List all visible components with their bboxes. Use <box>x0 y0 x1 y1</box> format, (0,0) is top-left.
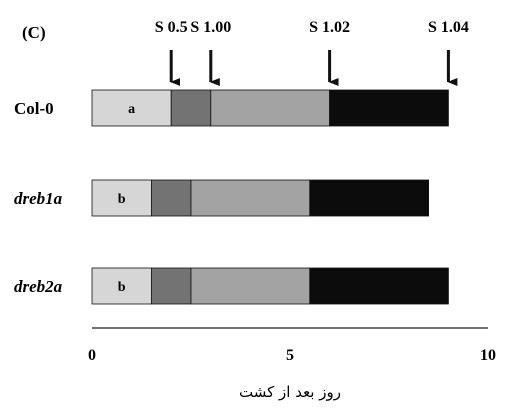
stage-label: S 0.5 <box>155 19 188 36</box>
category-label: dreb2a <box>14 277 63 296</box>
x-tick-label: 10 <box>480 347 496 364</box>
bar-segment <box>150 179 192 217</box>
bar-segment <box>190 267 311 305</box>
category-label: dreb1a <box>14 189 63 208</box>
x-tick-label: 0 <box>88 347 96 364</box>
x-axis-label: روز بعد از کشت <box>239 383 341 401</box>
x-tick-label: 5 <box>286 347 294 364</box>
stage-label: S 1.02 <box>309 19 350 36</box>
bar-segment <box>329 89 449 127</box>
bar-letter: b <box>118 280 126 295</box>
x-axis-ticks: 0 5 10 <box>88 347 496 364</box>
bar-segment <box>91 179 152 217</box>
bar-segment <box>170 89 212 127</box>
bar-letter: a <box>128 102 135 117</box>
stage-markers: S 0.5 S 1.00 S 1.02 S 1.04 <box>155 19 469 86</box>
stage-label: S 1.00 <box>190 19 231 36</box>
bar-segment <box>91 267 152 305</box>
bar-segment <box>309 267 449 305</box>
bar-segment <box>309 179 429 217</box>
category-label: Col-0 <box>14 99 54 118</box>
bar-letter: b <box>118 192 126 207</box>
bar-segment <box>91 89 172 127</box>
stage-label: S 1.04 <box>428 19 469 36</box>
panel-label: (C) <box>22 23 46 42</box>
bars: Col-0 a dreb1a b dreb2a b <box>14 89 449 305</box>
bar-segment <box>150 267 192 305</box>
bar-segment <box>190 179 311 217</box>
bar-segment <box>210 89 331 127</box>
